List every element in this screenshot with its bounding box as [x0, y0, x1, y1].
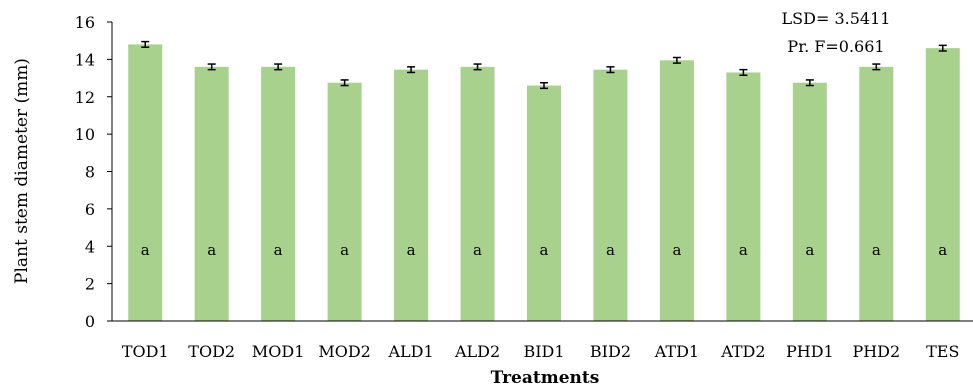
y-tick-label: 14 [75, 50, 95, 69]
x-tick-label: BID2 [590, 342, 631, 361]
x-tick-label: PHD1 [786, 342, 834, 361]
y-tick-label: 16 [75, 13, 95, 32]
y-tick-label: 2 [85, 275, 95, 294]
significance-letter: a [207, 241, 216, 259]
y-tick-label: 8 [85, 163, 95, 182]
significance-letter: a [805, 241, 814, 259]
bar-phd2 [859, 66, 894, 321]
y-tick-label: 6 [85, 200, 95, 219]
y-axis: 0 2 4 6 8 10 12 14 16 [75, 13, 113, 331]
x-tick-label: MOD2 [318, 342, 371, 361]
x-tick-label: TES [926, 342, 959, 361]
bar-phd1 [792, 82, 827, 321]
x-axis-title: Treatments [491, 368, 600, 388]
x-tick-label: MOD1 [252, 342, 305, 361]
significance-letter: a [672, 241, 681, 259]
x-tick-label: ALD1 [387, 342, 433, 361]
bar-atd2 [726, 72, 761, 321]
bar-mod1 [261, 66, 296, 321]
bar-atd1 [659, 60, 694, 321]
significance-letter: a [739, 241, 748, 259]
bar-mod2 [327, 82, 362, 321]
significance-letter: a [606, 241, 615, 259]
x-tick-label: ATD2 [720, 342, 765, 361]
x-tick-label: TOD2 [188, 342, 235, 361]
y-tick-label: 10 [75, 125, 95, 144]
x-tick-label: PHD2 [852, 342, 900, 361]
significance-letter: a [274, 241, 283, 259]
bars [128, 44, 960, 322]
y-tick-label: 0 [85, 312, 95, 331]
bar-bid1 [527, 85, 561, 321]
bar-tod2 [194, 66, 229, 321]
bar-tes [925, 48, 960, 321]
significance-letter: a [141, 241, 150, 259]
y-tick-label: 12 [75, 88, 95, 107]
bar-ald1 [394, 69, 429, 321]
prf-annotation: Pr. F=0.661 [787, 37, 884, 56]
y-axis-title: Plant stem diameter (mm) [12, 58, 32, 284]
y-tick-label: 4 [85, 237, 95, 256]
x-tick-label: ALD2 [454, 342, 500, 361]
error-bars [141, 40, 947, 90]
x-tick-label: BID1 [523, 342, 564, 361]
significance-letter: a [938, 241, 947, 259]
significance-letter: a [340, 241, 349, 259]
significance-letter: a [407, 241, 416, 259]
bar-ald2 [460, 66, 495, 321]
bar-bid2 [593, 69, 628, 321]
significance-letter: a [473, 241, 482, 259]
lsd-annotation: LSD= 3.5411 [782, 9, 891, 28]
x-tick-label: ATD1 [654, 342, 699, 361]
bar-tod1 [128, 44, 163, 322]
x-axis: TOD1 TOD2 MOD1 MOD2 ALD1 ALD2 BID1 BID2 ATD1 ATD2… [112, 320, 973, 361]
significance-letter: a [872, 241, 881, 259]
x-tick-label: TOD1 [122, 342, 169, 361]
significance-letter: a [540, 241, 549, 259]
